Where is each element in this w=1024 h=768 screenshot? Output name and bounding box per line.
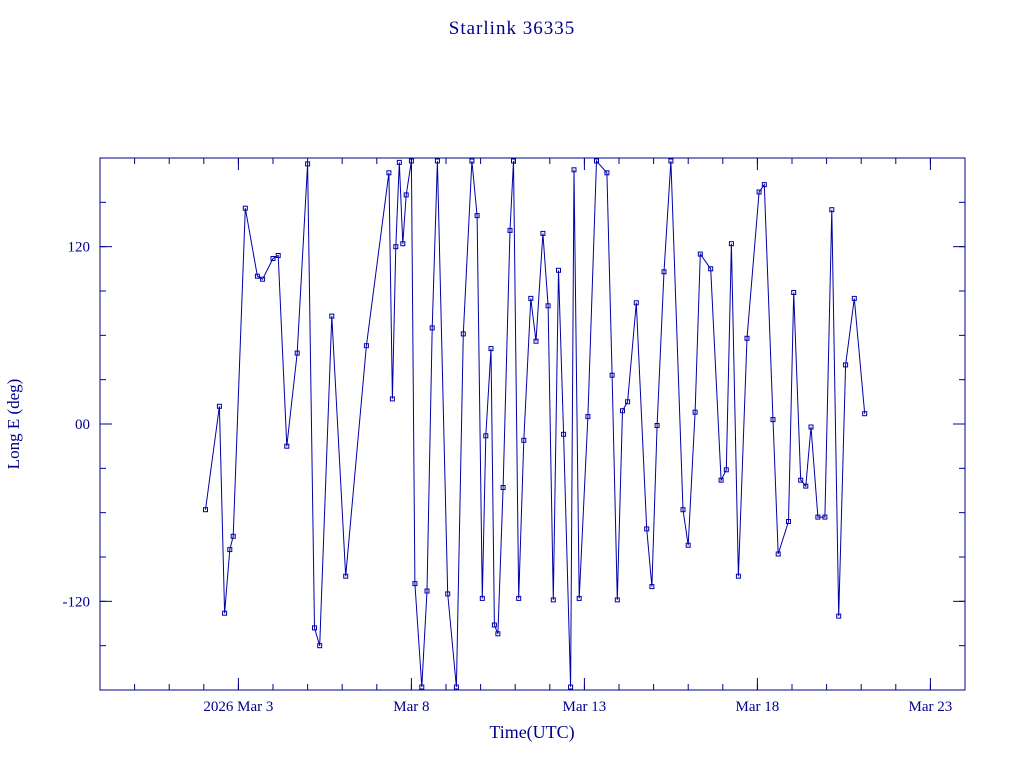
svg-text:Mar 13: Mar 13 [563,699,607,715]
svg-text:-120: -120 [63,594,91,610]
data-markers [203,158,868,690]
svg-text:2026 Mar 3: 2026 Mar 3 [203,699,273,715]
svg-text:Mar 18: Mar 18 [736,699,780,715]
svg-text:Mar 23: Mar 23 [909,699,953,715]
chart-title: Starlink 36335 [448,18,576,39]
x-axis-label: Time(UTC) [489,722,575,742]
data-line [205,159,866,688]
svg-text:120: 120 [68,240,91,256]
svg-text:Mar 8: Mar 8 [393,699,429,715]
svg-text:00: 00 [75,417,90,433]
tick-labels: 2026 Mar 3 Mar 8 Mar 13 Mar 18 Mar 23 120 00 -1… [63,240,953,715]
